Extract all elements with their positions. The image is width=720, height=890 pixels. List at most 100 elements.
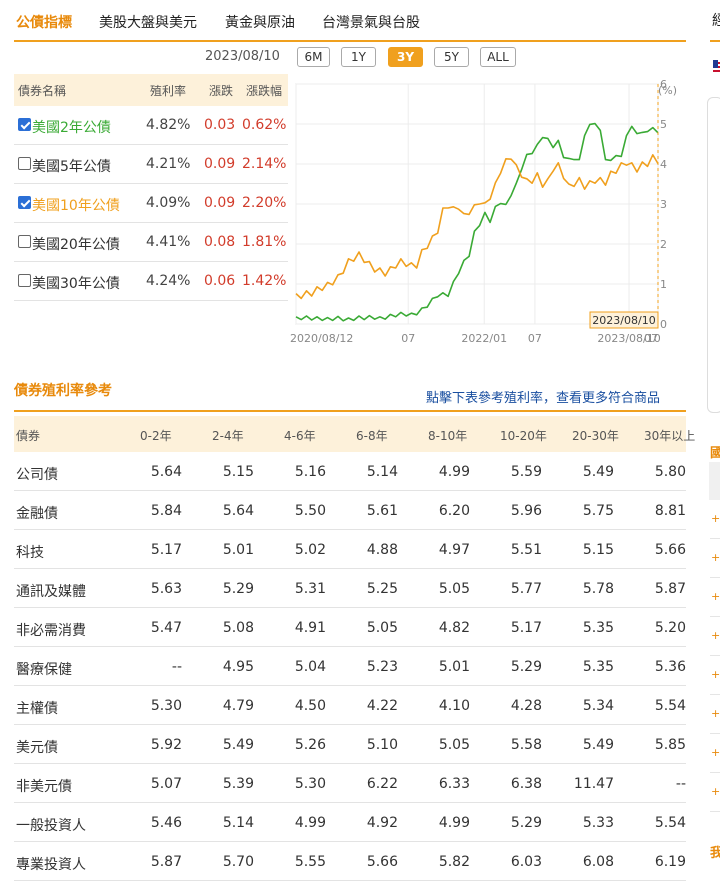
yield-cell[interactable]: 5.08 [222, 620, 254, 636]
bond-checkbox[interactable] [18, 118, 31, 131]
yield-cell[interactable]: 5.17 [150, 542, 182, 558]
yield-cell[interactable]: 5.49 [582, 464, 614, 480]
yield-cell[interactable]: 5.23 [366, 659, 398, 675]
yield-cell[interactable]: 5.07 [150, 776, 182, 792]
yield-cell[interactable]: -- [171, 659, 182, 675]
yield-cell[interactable]: 5.54 [654, 698, 686, 714]
yield-table-row[interactable]: 公司債 5.64 5.15 5.16 5.14 4.99 5.59 5.49 5.80 [14, 452, 686, 491]
yield-cell[interactable]: 5.78 [582, 581, 614, 597]
sidebar-plus-icon[interactable]: + [711, 629, 720, 642]
bond-checkbox[interactable] [18, 235, 31, 248]
yield-cell[interactable]: 5.39 [222, 776, 254, 792]
yield-cell[interactable]: 5.30 [150, 698, 182, 714]
yield-cell[interactable]: 4.28 [510, 698, 542, 714]
yield-cell[interactable]: 5.15 [582, 542, 614, 558]
yield-cell[interactable]: 6.08 [582, 854, 614, 870]
yield-cell[interactable]: 5.31 [294, 581, 326, 597]
tab-gold-oil[interactable]: 黃金與原油 [225, 15, 295, 31]
yield-cell[interactable]: 4.99 [438, 815, 470, 831]
yield-cell[interactable]: 5.92 [150, 737, 182, 753]
yield-cell[interactable]: 11.47 [573, 776, 614, 792]
yield-cell[interactable]: 4.99 [438, 464, 470, 480]
yield-cell[interactable]: 4.22 [366, 698, 398, 714]
yield-table-row[interactable]: 科技 5.17 5.01 5.02 4.88 4.97 5.51 5.15 5.66 [14, 530, 686, 569]
yield-cell[interactable]: 5.51 [510, 542, 542, 558]
yield-table-row[interactable]: 金融債 5.84 5.64 5.50 5.61 6.20 5.96 5.75 8.81 [14, 491, 686, 530]
yield-cell[interactable]: 5.16 [294, 464, 326, 480]
sidebar-plus-icon[interactable]: + [711, 551, 720, 564]
yield-cell[interactable]: 5.96 [510, 503, 542, 519]
bond-row[interactable]: 美國20年公債 4.41% 0.08 1.81% [14, 223, 288, 262]
bond-row[interactable]: 美國2年公債 4.82% 0.03 0.62% [14, 106, 288, 145]
yield-cell[interactable]: 5.25 [366, 581, 398, 597]
yield-table-row[interactable]: 美元債 5.92 5.49 5.26 5.10 5.05 5.58 5.49 5.85 [14, 725, 686, 764]
yield-cell[interactable]: 4.92 [366, 815, 398, 831]
yield-cell[interactable]: 5.85 [654, 737, 686, 753]
yield-cell[interactable]: 5.05 [438, 581, 470, 597]
yield-table-row[interactable]: 專業投資人 5.87 5.70 5.55 5.66 5.82 6.03 6.08 6.19 [14, 842, 686, 881]
yield-cell[interactable]: 5.61 [366, 503, 398, 519]
yield-cell[interactable]: 5.58 [510, 737, 542, 753]
yield-cell[interactable]: 5.01 [222, 542, 254, 558]
yield-cell[interactable]: 5.87 [150, 854, 182, 870]
yield-cell[interactable]: 5.70 [222, 854, 254, 870]
yield-cell[interactable]: 5.26 [294, 737, 326, 753]
yield-cell[interactable]: 5.63 [150, 581, 182, 597]
yield-cell[interactable]: 5.64 [222, 503, 254, 519]
yield-cell[interactable]: 5.05 [366, 620, 398, 636]
yield-table-row[interactable]: 醫療保健 -- 4.95 5.04 5.23 5.01 5.29 5.35 5.36 [14, 647, 686, 686]
yield-cell[interactable]: 5.77 [510, 581, 542, 597]
range-button-all[interactable]: ALL [480, 47, 516, 67]
range-button-6m[interactable]: 6M [297, 47, 330, 67]
yield-cell[interactable]: 5.29 [510, 659, 542, 675]
yield-cell[interactable]: 5.04 [294, 659, 326, 675]
sidebar-plus-icon[interactable]: + [711, 512, 720, 525]
yield-cell[interactable]: 5.50 [294, 503, 326, 519]
yield-cell[interactable]: 6.22 [366, 776, 398, 792]
yield-cell[interactable]: 5.29 [222, 581, 254, 597]
range-button-3y[interactable]: 3Y [388, 47, 423, 67]
yield-cell[interactable]: 6.33 [438, 776, 470, 792]
yield-cell[interactable]: 5.29 [510, 815, 542, 831]
yield-cell[interactable]: 5.34 [582, 698, 614, 714]
yield-cell[interactable]: 4.50 [294, 698, 326, 714]
yield-cell[interactable]: 4.79 [222, 698, 254, 714]
yield-cell[interactable]: 5.35 [582, 620, 614, 636]
yield-table-row[interactable]: 通訊及媒體 5.63 5.29 5.31 5.25 5.05 5.77 5.78 5.87 [14, 569, 686, 608]
yield-cell[interactable]: 4.91 [294, 620, 326, 636]
yield-cell[interactable]: 5.20 [654, 620, 686, 636]
yield-cell[interactable]: 5.80 [654, 464, 686, 480]
yield-cell[interactable]: 5.14 [366, 464, 398, 480]
yield-table-row[interactable]: 一般投資人 5.46 5.14 4.99 4.92 4.99 5.29 5.33 5.54 [14, 803, 686, 842]
yield-cell[interactable]: 5.05 [438, 737, 470, 753]
yield-cell[interactable]: 5.49 [582, 737, 614, 753]
yield-cell[interactable]: 5.47 [150, 620, 182, 636]
yield-cell[interactable]: 6.03 [510, 854, 542, 870]
yield-table-row[interactable]: 主權債 5.30 4.79 4.50 4.22 4.10 4.28 5.34 5.54 [14, 686, 686, 725]
bond-checkbox[interactable] [18, 196, 31, 209]
yield-cell[interactable]: 4.82 [438, 620, 470, 636]
yield-table-row[interactable]: 非美元債 5.07 5.39 5.30 6.22 6.33 6.38 11.47 -- [14, 764, 686, 803]
sidebar-plus-icon[interactable]: + [711, 668, 720, 681]
range-button-1y[interactable]: 1Y [341, 47, 376, 67]
yield-cell[interactable]: 5.15 [222, 464, 254, 480]
yield-cell[interactable]: 5.46 [150, 815, 182, 831]
tab-us-stocks-dollar[interactable]: 美股大盤與美元 [99, 15, 197, 31]
yield-cell[interactable]: 4.97 [438, 542, 470, 558]
yield-cell[interactable]: 5.14 [222, 815, 254, 831]
sidebar-plus-icon[interactable]: + [711, 590, 720, 603]
sidebar-plus-icon[interactable]: + [711, 746, 720, 759]
yield-cell[interactable]: 5.01 [438, 659, 470, 675]
yield-cell[interactable]: 4.88 [366, 542, 398, 558]
tab-bond-index[interactable]: 公債指標 [16, 15, 72, 31]
yield-cell[interactable]: 5.49 [222, 737, 254, 753]
bond-row[interactable]: 美國5年公債 4.21% 0.09 2.14% [14, 145, 288, 184]
yield-cell[interactable]: 5.35 [582, 659, 614, 675]
sidebar-plus-icon[interactable]: + [711, 707, 720, 720]
yield-cell[interactable]: 8.81 [654, 503, 686, 519]
bond-checkbox[interactable] [18, 157, 31, 170]
sidebar-plus-icon[interactable]: + [711, 785, 720, 798]
yield-cell[interactable]: 5.30 [294, 776, 326, 792]
yield-cell[interactable]: 4.95 [222, 659, 254, 675]
bond-checkbox[interactable] [18, 274, 31, 287]
